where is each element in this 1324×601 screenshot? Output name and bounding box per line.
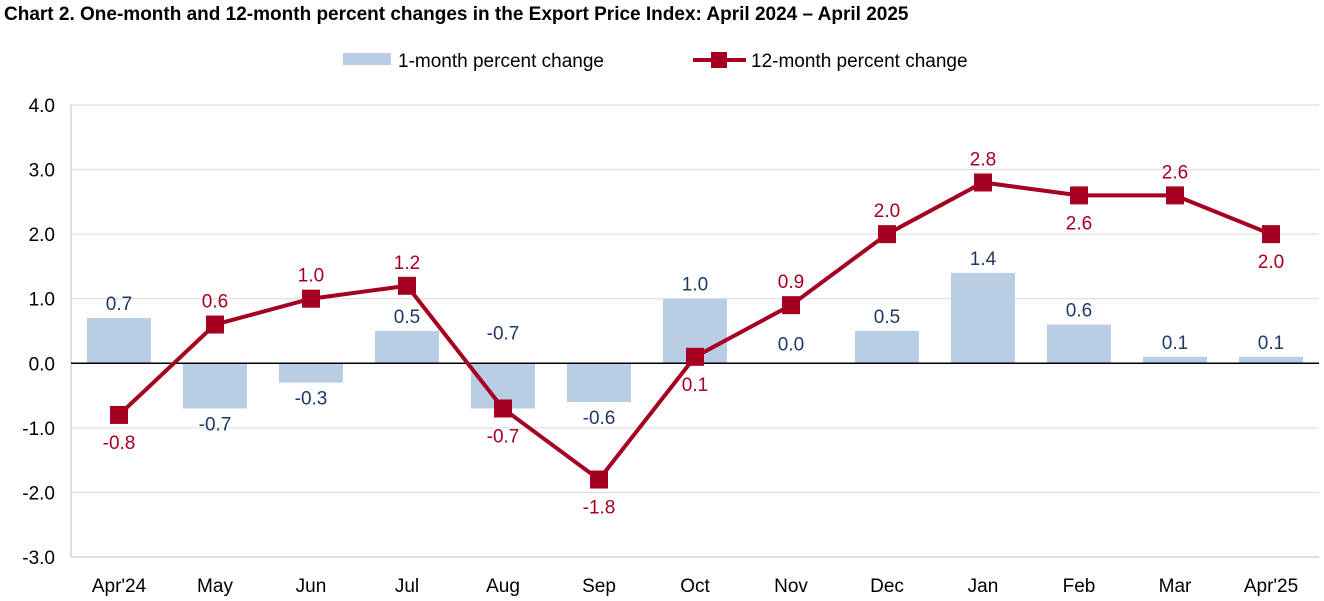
bar-1month	[1143, 356, 1207, 364]
bar-1month	[855, 331, 919, 364]
bar-1month	[567, 363, 631, 403]
y-tick-label: 1.0	[29, 290, 55, 311]
y-tick-label: 2.0	[29, 225, 55, 246]
line-data-label: 2.6	[1162, 162, 1188, 183]
bar-data-label: -0.7	[487, 323, 520, 344]
line-data-label: -0.7	[487, 426, 520, 447]
line-marker	[974, 173, 992, 192]
bar-data-label: -0.3	[295, 389, 328, 410]
x-tick-label: Jan	[968, 576, 999, 597]
chart-title: Chart 2. One-month and 12-month percent …	[4, 4, 909, 25]
x-tick-label: Aug	[486, 576, 520, 597]
line-data-label: 2.0	[874, 201, 900, 222]
bar-data-label: 0.1	[1258, 333, 1284, 354]
line-marker	[1070, 186, 1088, 205]
x-tick-label: May	[197, 576, 233, 597]
x-tick-label: Jun	[296, 576, 327, 597]
bar-data-label: -0.7	[199, 414, 232, 435]
line-data-label: 2.6	[1066, 213, 1092, 234]
line-marker	[206, 315, 224, 334]
bar-1month	[183, 363, 247, 409]
line-data-label: 0.6	[202, 292, 228, 313]
bar-data-label: 0.0	[778, 334, 804, 355]
legend-label-1month: 1-month percent change	[398, 51, 604, 72]
y-tick-label: -3.0	[22, 548, 55, 569]
bar-data-label: 0.1	[1162, 333, 1188, 354]
line-data-label: 0.9	[778, 272, 804, 293]
y-tick-label: -1.0	[22, 419, 55, 440]
x-tick-label: Nov	[774, 576, 808, 597]
line-marker	[110, 405, 128, 424]
bar-data-label: 0.7	[106, 294, 132, 315]
bar-data-label: 0.5	[874, 307, 900, 328]
bar-1month	[87, 318, 151, 364]
bar-data-label: 0.5	[394, 307, 420, 328]
x-tick-label: Oct	[680, 576, 710, 597]
line-marker	[1166, 186, 1184, 205]
line-marker	[494, 399, 512, 418]
x-tick-label: Apr'25	[1244, 576, 1298, 597]
bar-data-label: 1.4	[970, 249, 997, 270]
x-tick-label: Sep	[582, 576, 616, 597]
bar-1month	[1239, 356, 1303, 364]
line-data-label: 0.1	[682, 375, 708, 396]
y-tick-label: 4.0	[29, 96, 55, 117]
bar-1month	[1047, 324, 1111, 364]
line-marker	[686, 347, 704, 366]
bar-1month	[279, 363, 343, 383]
line-marker	[1262, 225, 1280, 244]
x-tick-label: Jul	[395, 576, 419, 597]
y-tick-label: -2.0	[22, 483, 55, 504]
bar-data-label: -0.6	[583, 408, 616, 429]
legend-swatch-12month-marker	[711, 52, 727, 68]
line-data-label: 1.2	[394, 253, 420, 274]
line-data-label: 2.8	[970, 149, 996, 170]
y-tick-label: 3.0	[29, 161, 55, 182]
line-data-label: -0.8	[103, 433, 136, 454]
line-marker	[302, 289, 320, 308]
bar-1month	[375, 331, 439, 364]
line-data-label: 1.0	[298, 266, 324, 287]
bar-data-label: 1.0	[682, 275, 708, 296]
legend-swatch-1month	[343, 53, 391, 65]
bar-1month	[951, 272, 1015, 364]
line-marker	[590, 470, 608, 489]
line-marker	[782, 296, 800, 315]
y-tick-label: 0.0	[29, 354, 55, 375]
line-marker	[878, 225, 896, 244]
x-tick-label: Feb	[1063, 576, 1096, 597]
legend-label-12month: 12-month percent change	[751, 51, 968, 72]
x-tick-label: Mar	[1159, 576, 1192, 597]
bar-data-label: 0.6	[1066, 301, 1092, 322]
line-data-label: -1.8	[583, 498, 616, 519]
line-data-label: 2.0	[1258, 252, 1284, 273]
x-tick-label: Apr'24	[92, 576, 147, 597]
x-tick-label: Dec	[870, 576, 904, 597]
line-marker	[398, 276, 416, 295]
